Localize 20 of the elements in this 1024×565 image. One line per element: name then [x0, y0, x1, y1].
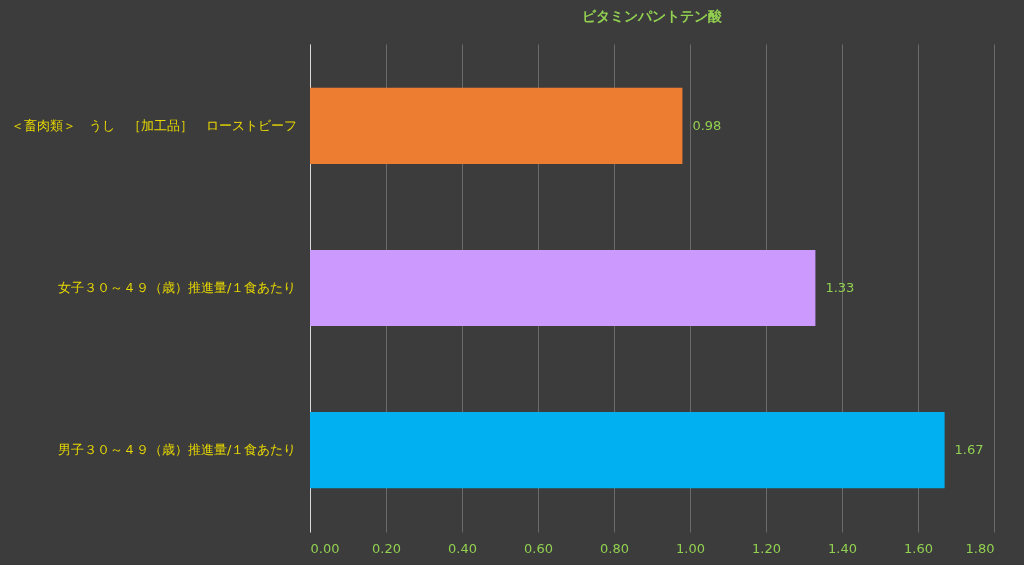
x-tick-label: 1.00 [676, 540, 705, 556]
x-tick-label: 1.20 [752, 540, 781, 556]
bar [310, 249, 816, 327]
x-tick-label: 1.80 [965, 540, 995, 556]
bar [310, 87, 683, 164]
bar [310, 412, 945, 489]
x-tick-label: 0.40 [448, 540, 477, 556]
data-label: 1.67 [954, 442, 984, 458]
data-label: 0.98 [692, 117, 722, 133]
x-tick-label: 1.40 [828, 540, 857, 556]
chart-title: ビタミンパントテン酸 [582, 8, 723, 24]
y-tick-label: 女子３０～４９（歳）推進量/１食あたり [58, 280, 297, 295]
x-tick-label: 0.20 [372, 540, 401, 556]
y-tick-label: ＜畜肉類＞ うし ［加工品］ ローストビーフ [10, 117, 297, 133]
x-tick-label: 0.80 [600, 540, 629, 556]
y-tick-label: 男子３０～４９（歳）推進量/１食あたり [58, 442, 297, 458]
x-tick-label: 0.00 [310, 540, 340, 556]
x-tick-label: 1.60 [904, 540, 933, 556]
x-tick-label: 0.60 [524, 540, 553, 556]
data-label: 1.33 [825, 280, 855, 295]
